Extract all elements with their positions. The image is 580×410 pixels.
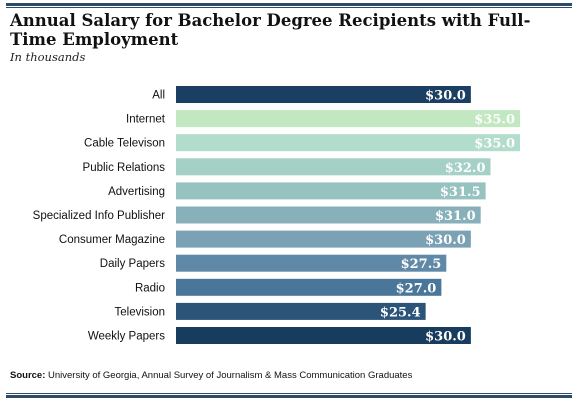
category-label: Internet [126,114,166,126]
value-label: $25.4 [380,305,421,320]
bar [176,278,442,296]
value-label: $27.5 [401,257,442,272]
top-rule [6,3,572,8]
bar [176,110,520,128]
value-label: $35.0 [474,137,515,152]
category-label: Specialized Info Publisher [33,210,165,222]
bar [176,327,471,344]
chart-subtitle: In thousands [10,50,86,64]
bar [176,206,481,224]
value-label: $30.0 [425,330,466,345]
category-label: Consumer Magazine [59,234,165,246]
value-label: $32.0 [445,161,486,176]
category-label: Advertising [108,186,165,198]
source-label: Source: [10,370,46,381]
category-label: All [152,90,165,102]
bar-chart: All $30.0 Internet $35.0 Cable Televison $35.… [33,86,520,345]
category-label: Cable Televison [84,138,165,150]
bottom-rule [6,393,572,398]
source-text: University of Georgia, Annual Survey of … [48,370,413,381]
value-label: $31.5 [440,185,481,200]
bar [176,302,426,320]
bar [176,134,520,152]
bar [176,230,471,248]
value-label: $30.0 [425,233,466,248]
category-label: Weekly Papers [88,331,165,343]
value-label: $35.0 [474,113,515,128]
source-note: Source: University of Georgia, Annual Su… [10,370,412,381]
value-label: $27.0 [396,281,437,296]
category-label: Television [115,306,166,318]
bar [176,158,491,176]
bar [176,182,486,200]
bar [176,86,471,103]
chart-title: Annual Salary for Bachelor Degree Recipi… [10,11,531,49]
bar [176,254,447,272]
category-label: Daily Papers [100,258,165,270]
value-label: $30.0 [425,89,466,104]
category-label: Public Relations [83,162,166,174]
category-label: Radio [135,282,165,294]
value-label: $31.0 [435,209,476,224]
